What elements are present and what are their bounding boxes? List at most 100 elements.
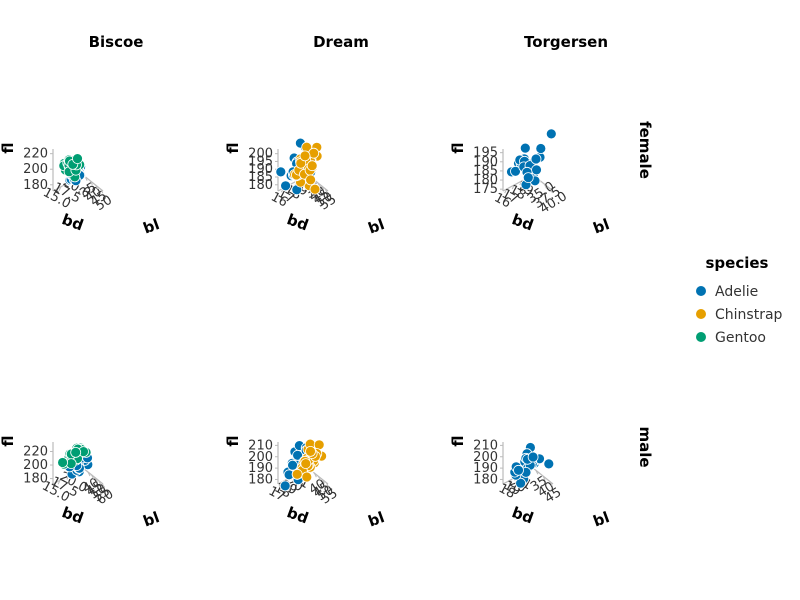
- series-gentoo-biscoe-female: [58, 153, 86, 183]
- tick-label-fl: 180: [23, 178, 48, 193]
- tick-label-fl: 220: [23, 147, 48, 162]
- tick-label-fl: 185: [473, 164, 498, 179]
- tick-label-bd: 16: [492, 190, 514, 211]
- tick-label-fl: 200: [23, 458, 48, 473]
- axis-title-fl: fl: [224, 435, 242, 446]
- tick-mark-bl: [543, 183, 547, 189]
- point-adelie: [287, 459, 299, 471]
- tick-mark-bl: [101, 483, 105, 488]
- tick-label-bl: 60: [94, 487, 116, 508]
- column-title-biscoe: Biscoe: [89, 33, 144, 51]
- tick-mark-bl: [321, 479, 325, 484]
- tick-label-bd: 18: [496, 481, 518, 502]
- tick-label-bl: 50: [315, 483, 337, 504]
- tick-label-bl: 50: [93, 193, 115, 214]
- legend-entry-adelie: Adelie: [696, 284, 758, 300]
- tick-label-bl: 45: [88, 188, 110, 209]
- legend-entry-chinstrap: Chinstrap: [696, 307, 783, 323]
- tick-mark-bl: [317, 476, 321, 481]
- point-chinstrap: [305, 445, 316, 457]
- tick-label-fl: 180: [248, 178, 273, 193]
- tick-mark-bl: [549, 481, 553, 486]
- point-adelie: [543, 458, 555, 470]
- point-adelie: [530, 153, 542, 165]
- tick-label-fl: 190: [248, 461, 273, 476]
- point-gentoo: [70, 446, 82, 458]
- point-adelie: [531, 164, 542, 176]
- tick-label-bl: 55: [317, 192, 339, 213]
- tick-label-fl: 190: [473, 461, 498, 476]
- column-title-dream: Dream: [313, 33, 369, 51]
- point-adelie: [545, 128, 557, 140]
- tick-mark-bd: [519, 180, 523, 186]
- point-chinstrap: [301, 471, 313, 483]
- point-adelie: [280, 180, 292, 192]
- point-adelie: [519, 142, 531, 154]
- point-chinstrap: [300, 458, 312, 470]
- tick-label-bl: 35: [77, 180, 99, 201]
- tick-label-fl: 200: [248, 147, 273, 162]
- series-chinstrap-dream-female: [289, 141, 323, 195]
- point-chinstrap: [305, 174, 317, 186]
- axis-title-bl: bl: [141, 508, 162, 530]
- axis-title-bd: bd: [510, 503, 536, 527]
- tick-mark-bd: [58, 186, 62, 191]
- panel-dream-male: 404550551718192021180190200210flbdbl: [224, 435, 387, 530]
- axis-title-fl: fl: [449, 435, 467, 446]
- tick-label-fl: 190: [473, 155, 498, 170]
- point-adelie: [513, 464, 524, 476]
- axis-line-bl: [82, 174, 104, 192]
- axis-title-bd: bd: [285, 210, 311, 234]
- legend: species Adelie Chinstrap Gentoo: [696, 254, 783, 346]
- axis-title-fl: fl: [0, 142, 17, 153]
- tick-mark-bl: [535, 470, 539, 475]
- tick-mark-bl: [542, 475, 546, 481]
- axis-title-bd: bd: [285, 503, 311, 527]
- legend-label-gentoo: Gentoo: [715, 330, 766, 346]
- tick-mark-bd: [511, 184, 515, 190]
- tick-label-fl: 175: [473, 182, 498, 197]
- tick-label-fl: 190: [248, 162, 273, 177]
- tick-mark-bl: [317, 182, 321, 188]
- tick-mark-bl: [95, 184, 99, 190]
- axis-title-bl: bl: [591, 215, 612, 237]
- series-gentoo-biscoe-male: [57, 442, 92, 470]
- tick-label-bl: 55: [91, 484, 113, 505]
- point-adelie: [535, 143, 547, 154]
- tick-mark-bl: [325, 482, 329, 487]
- tick-label-bd: 17: [275, 186, 297, 207]
- axis-title-fl: fl: [0, 435, 17, 446]
- tick-mark-bl: [87, 471, 91, 477]
- axis-line-bl: [82, 467, 104, 485]
- legend-marker-adelie: [696, 286, 706, 296]
- tick-label-bd: 16: [268, 189, 290, 210]
- point-adelie: [515, 477, 526, 489]
- tick-mark-bd: [504, 188, 508, 194]
- point-chinstrap: [306, 160, 318, 172]
- axis-title-bl: bl: [141, 215, 162, 237]
- tick-label-fl: 180: [248, 472, 273, 487]
- panel-grid: 3540455015.017.520.0180200220flbdbl35404…: [0, 128, 612, 530]
- tick-mark-bl: [550, 188, 553, 194]
- legend-entry-gentoo: Gentoo: [696, 330, 766, 346]
- tick-label-bl: 40: [83, 184, 105, 205]
- tick-label-fl: 210: [248, 438, 273, 453]
- tick-mark-bd: [57, 480, 61, 485]
- tick-mark-bl: [91, 474, 95, 480]
- point-chinstrap: [299, 150, 311, 162]
- point-gentoo: [57, 457, 68, 468]
- axis-title-bd: bd: [510, 210, 536, 234]
- tick-label-fl: 195: [248, 154, 273, 169]
- legend-title: species: [706, 254, 769, 272]
- tick-label-fl: 180: [473, 173, 498, 188]
- series-chinstrap-dream-male: [291, 438, 328, 483]
- row-title-female: female: [636, 121, 654, 179]
- tick-mark-bl: [89, 180, 93, 186]
- series-adelie-torgersen-female: [506, 128, 557, 191]
- tick-mark-bl: [94, 477, 98, 482]
- tick-label-bd: 17: [499, 186, 521, 207]
- point-adelie: [279, 480, 291, 492]
- tick-mark-bl: [324, 188, 328, 193]
- panel-torgersen-male: 35404518192021180190200210flbdbl: [449, 435, 612, 530]
